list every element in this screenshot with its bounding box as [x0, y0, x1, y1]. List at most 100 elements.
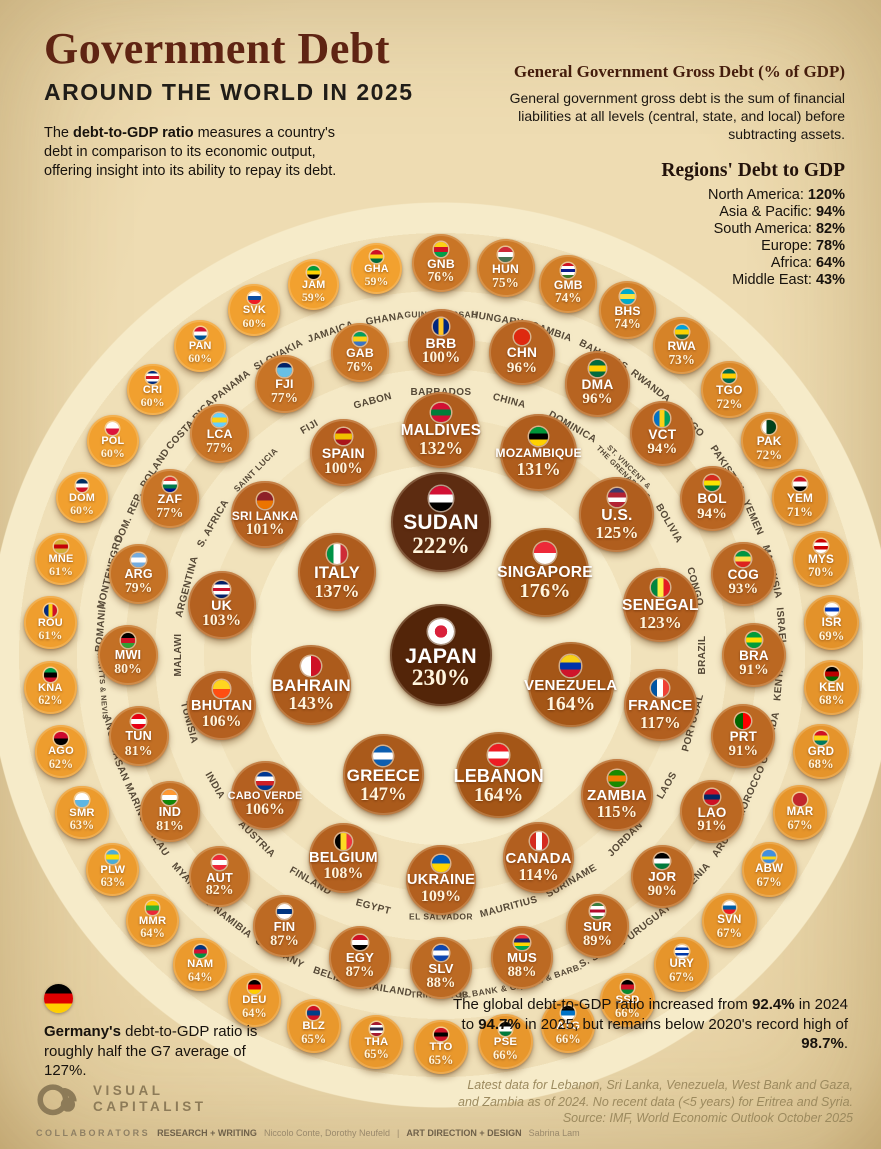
bubble-debt-value: 94% — [697, 505, 727, 522]
flag-icon-ssd — [620, 980, 635, 994]
bubble-debt-value: 60% — [140, 395, 165, 410]
bubble-debt-value: 79% — [124, 580, 153, 596]
bubble-debt-value: 66% — [555, 1031, 581, 1046]
source-line: Source: IMF, World Economic Outlook Octo… — [562, 1111, 853, 1125]
region-value: 43% — [815, 271, 845, 288]
bubble-country-name: SENEGAL — [621, 596, 699, 614]
country-bubble-senegal: SENEGAL 123% — [621, 567, 699, 643]
bubble-debt-value: 82% — [205, 882, 234, 898]
flag-icon-svk — [247, 291, 261, 305]
bubble-debt-value: 100% — [324, 459, 363, 477]
flag-icon-jor — [654, 853, 671, 870]
bubble-country-name: BAHRAIN — [271, 675, 351, 695]
flag-icon-mne — [54, 539, 68, 553]
flag-icon-nam — [193, 945, 207, 959]
flag-icon-ago — [54, 732, 68, 746]
bubble-country-name: SVN — [717, 914, 742, 927]
collaborators-label: COLLABORATORS — [36, 1128, 151, 1138]
flag-icon-dma — [589, 360, 606, 377]
bubble-country-name: BOL — [697, 491, 727, 507]
country-bubble-gha: GHA 59% — [350, 242, 403, 295]
bubble-country-name: TTO — [429, 1041, 453, 1054]
flag-icon-zambia — [607, 769, 626, 788]
region-value: 120% — [807, 186, 845, 203]
flag-icon-atg — [561, 1006, 576, 1020]
flag-icon-plw — [106, 850, 120, 864]
country-bubble-svk: SVK 60% — [228, 284, 281, 337]
bubble-debt-value: 64% — [140, 926, 165, 941]
country-bubble-bhutan: BHUTAN 106% — [187, 670, 257, 740]
bubble-country-name: ISR — [821, 616, 842, 630]
bubble-debt-value: 176% — [519, 580, 571, 603]
region-value: 78% — [815, 237, 845, 254]
bubble-debt-value: 67% — [716, 926, 742, 941]
country-bubble-prt: PRT 91% — [711, 704, 776, 768]
flag-icon-svn — [722, 900, 737, 915]
bubble-debt-value: 63% — [69, 818, 95, 833]
flag-icon-smr — [75, 793, 89, 807]
country-bubble-ukraine: UKRAINE 109% — [406, 845, 476, 915]
flag-icon-jam — [307, 265, 321, 279]
flag-icon-sri-lanka — [256, 491, 274, 509]
bubble-debt-value: 68% — [818, 693, 845, 708]
bubble-country-name: JAPAN — [405, 644, 477, 669]
ring-label-brazil: BRAZIL — [696, 635, 708, 675]
flag-icon-pol — [106, 421, 120, 435]
flag-icon-uk — [213, 580, 231, 598]
visual-capitalist-wordmark: VISUAL CAPITALIST — [93, 1083, 207, 1114]
bubble-country-name: PSE — [493, 1035, 518, 1048]
country-bubble-tha: THA 65% — [349, 1014, 404, 1069]
flag-icon-bra — [746, 632, 762, 648]
bubble-debt-value: 230% — [411, 665, 471, 692]
bubble-debt-value: 75% — [492, 274, 519, 290]
bubble-debt-value: 65% — [301, 1031, 327, 1046]
bubble-debt-value: 117% — [639, 713, 681, 733]
bubble-debt-value: 77% — [270, 390, 298, 406]
bubble-country-name: BRA — [739, 648, 769, 663]
bubble-debt-value: 60% — [242, 315, 267, 330]
country-bubble-greece: GREECE 147% — [342, 734, 424, 816]
bubble-country-name: RWA — [667, 339, 696, 354]
bubble-debt-value: 101% — [245, 520, 285, 538]
ring-label-laos: LAOS — [655, 770, 680, 802]
bubble-debt-value: 164% — [546, 692, 596, 715]
country-bubble-venezuela: VENEZUELA 164% — [524, 641, 617, 728]
bubble-country-name: IND — [158, 804, 182, 819]
bubble-country-name: BHS — [614, 303, 641, 318]
flag-icon-gnb — [433, 241, 449, 257]
flag-icon-mwi — [120, 633, 136, 649]
country-bubble-fji: FJI 77% — [255, 354, 314, 414]
region-name: South America: — [713, 220, 816, 237]
bubble-debt-value: 137% — [314, 580, 360, 601]
bubble-country-name: LEBANON — [453, 765, 544, 786]
flag-icon-fin — [276, 903, 293, 920]
ring-label-s-africa: S. AFRICA — [195, 497, 232, 550]
country-bubble-lebanon: LEBANON 164% — [453, 731, 544, 818]
bubble-country-name: GREECE — [346, 766, 420, 786]
region-row: Middle East: 43% — [479, 272, 845, 289]
country-bubble-nam: NAM 64% — [173, 937, 228, 992]
bubble-debt-value: 96% — [506, 359, 538, 376]
ring-label-panama: PANAMA — [210, 367, 254, 405]
info-panel: General Government Gross Debt (% of GDP)… — [479, 62, 845, 289]
bubble-debt-value: 81% — [124, 742, 153, 758]
bubble-debt-value: 68% — [808, 757, 834, 772]
ring-label-egypt: EGYPT — [354, 897, 393, 918]
country-bubble-vct: VCT 94% — [629, 401, 695, 467]
country-bubble-jam: JAM 59% — [287, 258, 340, 310]
country-bubble-tto: TTO 65% — [413, 1019, 468, 1074]
flag-icon-lca — [212, 412, 227, 428]
flag-icon-belgium — [334, 832, 353, 851]
bubble-country-name: THA — [364, 1035, 389, 1048]
flag-icon-deu — [247, 980, 262, 994]
bubble-debt-value: 106% — [245, 800, 285, 818]
flag-icon-slv — [433, 945, 449, 962]
country-bubble-tgo: TGO 72% — [700, 361, 758, 418]
bubble-debt-value: 87% — [345, 964, 375, 981]
country-bubble-singapore: SINGAPORE 176% — [497, 527, 593, 617]
germany-note: Germany's debt-to-GDP ratio is roughly h… — [44, 984, 292, 1081]
flag-icon-prt — [735, 713, 752, 730]
bubble-country-name: SPAIN — [321, 444, 365, 461]
bubble-debt-value: 103% — [202, 612, 242, 630]
bubble-country-name: FRANCE — [628, 697, 693, 715]
